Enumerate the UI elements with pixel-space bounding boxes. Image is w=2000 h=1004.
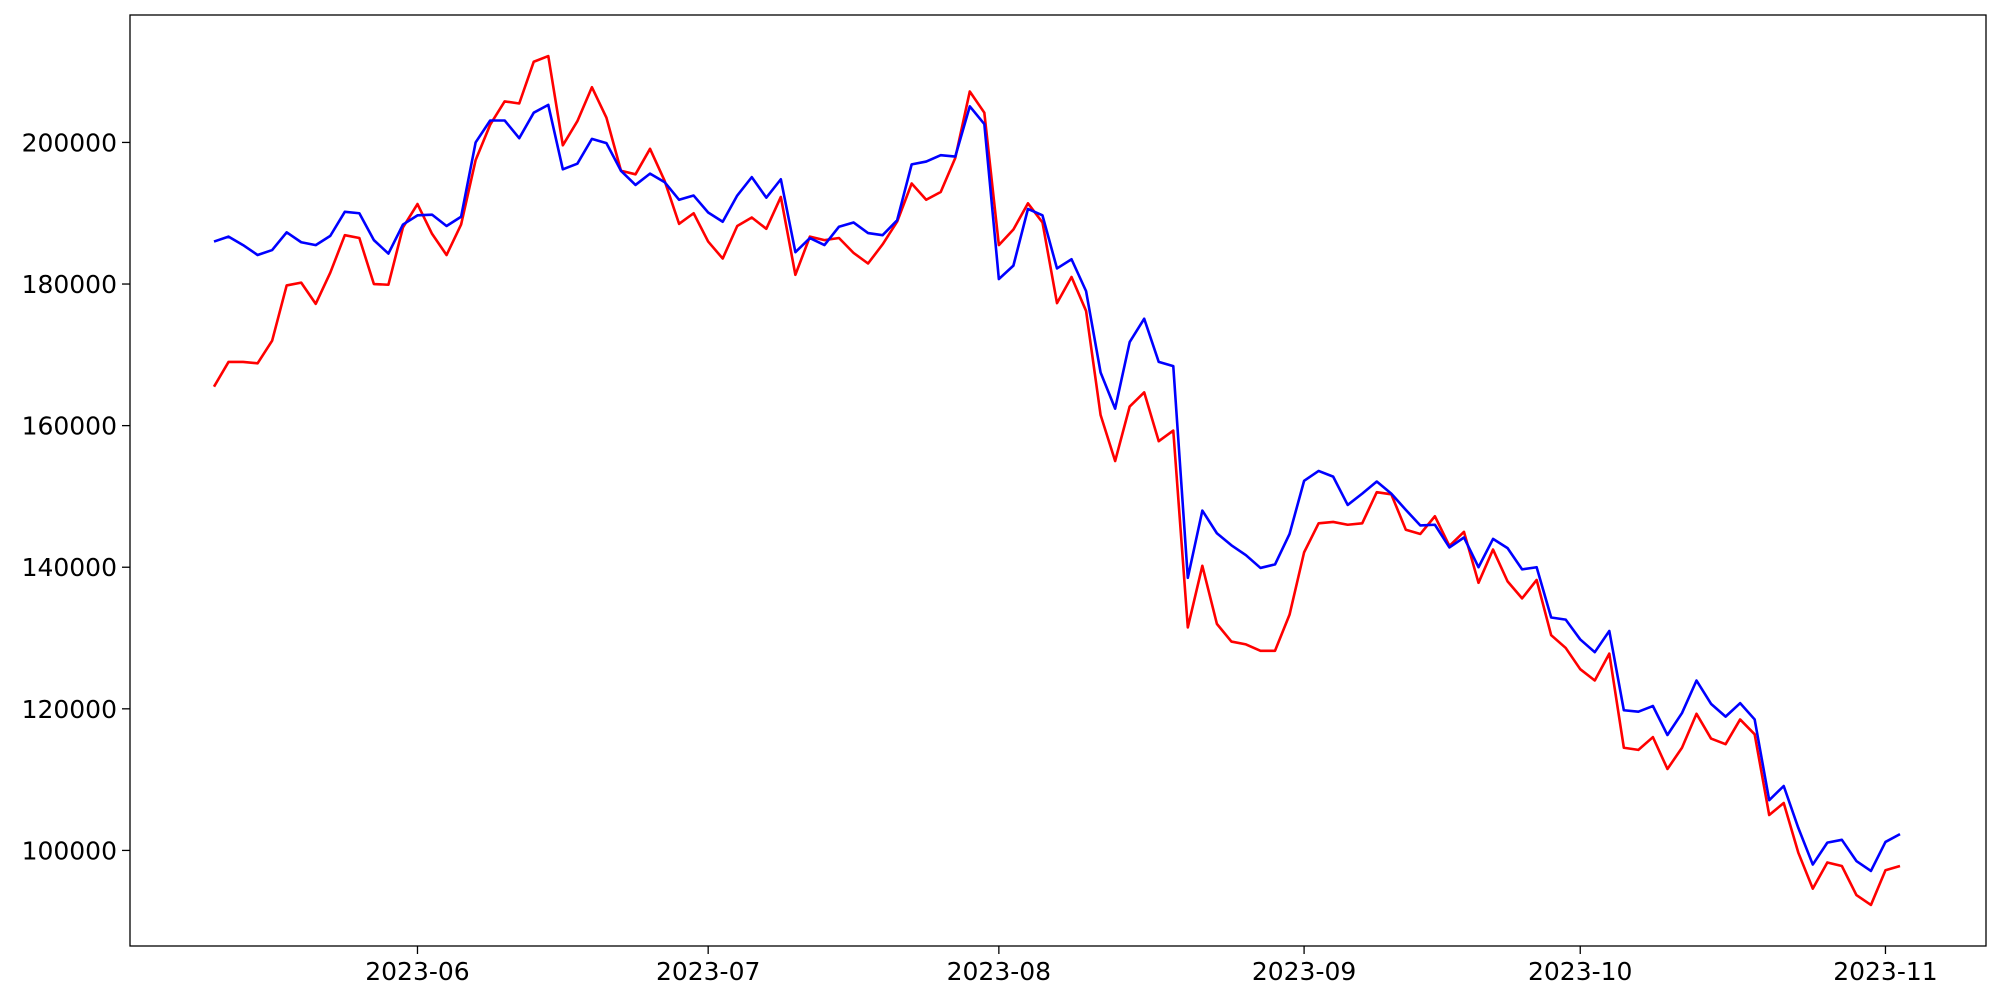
y-tick-label: 140000 <box>22 553 117 582</box>
y-tick-label: 160000 <box>22 412 117 441</box>
series-line <box>212 54 1901 907</box>
x-tick-label: 2023-06 <box>365 957 469 986</box>
x-tick-label: 2023-10 <box>1528 957 1632 986</box>
y-tick-label: 100000 <box>22 836 117 865</box>
series-line <box>213 103 1901 873</box>
y-tick-label: 180000 <box>22 270 117 299</box>
x-tick-label: 2023-09 <box>1252 957 1356 986</box>
x-tick-label: 2023-07 <box>656 957 760 986</box>
plot-frame <box>129 14 1987 947</box>
y-tick-label: 120000 <box>22 695 117 724</box>
x-tick-label: 2023-08 <box>947 957 1051 986</box>
x-tick-label: 2023-11 <box>1833 957 1937 986</box>
y-tick-label: 200000 <box>22 128 117 157</box>
